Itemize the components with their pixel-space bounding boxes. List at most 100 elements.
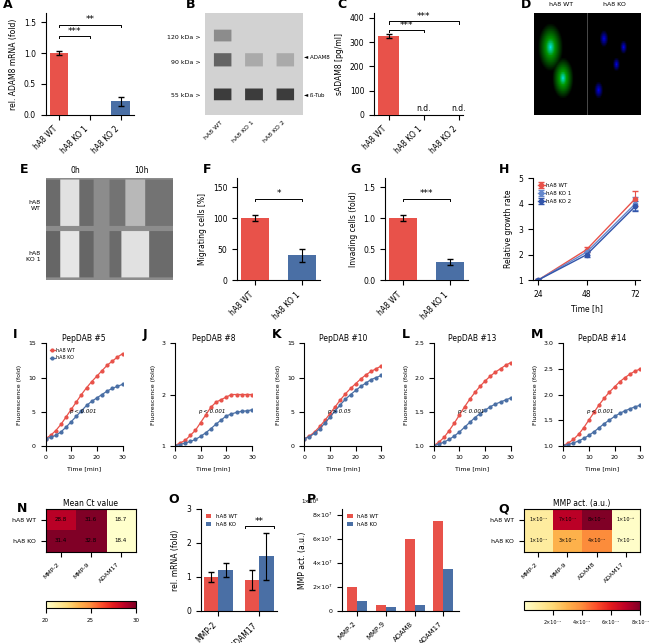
hA8 KO bbox=[507, 394, 515, 402]
hA8 WT bbox=[497, 365, 504, 372]
hA8 WT bbox=[72, 398, 80, 406]
hA8 KO bbox=[181, 439, 189, 447]
hA8 KO bbox=[372, 374, 380, 381]
hA8 KO bbox=[103, 387, 111, 395]
hA8 KO bbox=[83, 401, 90, 409]
hA8 WT bbox=[575, 430, 582, 438]
Text: K: K bbox=[272, 328, 281, 341]
hA8 WT bbox=[507, 359, 515, 367]
Y-axis label: Fluorescence (fold): Fluorescence (fold) bbox=[276, 365, 281, 424]
Text: ***: *** bbox=[68, 26, 81, 35]
hA8 KO bbox=[575, 437, 582, 445]
hA8 KO bbox=[585, 431, 593, 439]
hA8 KO bbox=[243, 407, 251, 415]
hA8 WT bbox=[248, 391, 256, 399]
hA8 WT bbox=[42, 435, 49, 442]
hA8 WT bbox=[430, 442, 437, 449]
Text: D: D bbox=[521, 0, 532, 10]
hA8 KO bbox=[321, 419, 329, 427]
hA8 WT bbox=[62, 413, 70, 421]
Y-axis label: Fluorescence (fold): Fluorescence (fold) bbox=[533, 365, 538, 424]
hA8 KO bbox=[42, 435, 49, 442]
hA8 WT bbox=[57, 421, 65, 428]
Bar bbox=[436, 262, 464, 280]
hA8 WT bbox=[306, 432, 313, 440]
Text: p > 0.05: p > 0.05 bbox=[328, 409, 352, 414]
Y-axis label: Fluorescence (fold): Fluorescence (fold) bbox=[18, 365, 23, 424]
hA8 WT bbox=[435, 439, 443, 446]
Text: ◄ ß-Tub: ◄ ß-Tub bbox=[304, 93, 325, 98]
hA8 KO bbox=[440, 439, 448, 446]
Bar bbox=[415, 605, 424, 611]
Title: Mean Ct value: Mean Ct value bbox=[63, 499, 118, 508]
Title: PepDAB #8: PepDAB #8 bbox=[192, 334, 235, 343]
hA8 KO bbox=[93, 394, 101, 402]
Bar bbox=[245, 580, 259, 611]
hA8 KO bbox=[346, 391, 354, 399]
Text: 3×10⁻⁷: 3×10⁻⁷ bbox=[558, 538, 577, 543]
Text: hA8 WT: hA8 WT bbox=[549, 2, 573, 7]
hA8 WT bbox=[486, 372, 494, 380]
hA8 KO bbox=[610, 413, 618, 421]
X-axis label: Time [min]: Time [min] bbox=[455, 466, 489, 471]
Y-axis label: Migrating cells [%]: Migrating cells [%] bbox=[198, 193, 207, 265]
Bar bbox=[241, 219, 269, 280]
hA8 KO bbox=[332, 407, 339, 415]
hA8 WT bbox=[222, 394, 230, 401]
hA8 KO bbox=[616, 410, 623, 417]
Text: F: F bbox=[202, 163, 211, 176]
hA8 KO bbox=[176, 440, 184, 448]
Bar bbox=[378, 36, 399, 115]
hA8 KO bbox=[207, 425, 215, 433]
hA8 KO bbox=[606, 416, 614, 424]
Legend: hA8 WT, hA8 KO: hA8 WT, hA8 KO bbox=[344, 512, 380, 529]
Text: 7×10⁻⁷: 7×10⁻⁷ bbox=[558, 517, 577, 522]
Bar bbox=[259, 556, 274, 611]
Text: p < 0.001: p < 0.001 bbox=[69, 409, 96, 414]
hA8 WT bbox=[352, 380, 359, 388]
hA8 KO bbox=[357, 383, 365, 390]
hA8 WT bbox=[227, 391, 235, 399]
hA8 WT bbox=[88, 377, 96, 385]
hA8 WT bbox=[93, 372, 101, 380]
Text: 8×10⁻⁷: 8×10⁻⁷ bbox=[588, 517, 606, 522]
hA8 WT bbox=[181, 437, 189, 444]
hA8 KO bbox=[601, 420, 608, 428]
Y-axis label: rel. mRNA (fold): rel. mRNA (fold) bbox=[172, 529, 181, 590]
hA8 KO bbox=[88, 397, 96, 405]
hA8 WT bbox=[481, 377, 489, 385]
Y-axis label: Invading cells (fold): Invading cells (fold) bbox=[348, 192, 358, 267]
Text: ◄ ADAM8: ◄ ADAM8 bbox=[304, 55, 330, 60]
Text: O: O bbox=[168, 493, 179, 507]
Bar bbox=[376, 605, 386, 611]
Line: hA8 WT: hA8 WT bbox=[432, 361, 512, 447]
Text: 10h: 10h bbox=[134, 166, 148, 175]
hA8 WT bbox=[212, 398, 220, 406]
hA8 KO bbox=[171, 442, 179, 449]
hA8 KO bbox=[466, 419, 474, 426]
hA8 KO bbox=[445, 435, 453, 443]
Text: H: H bbox=[499, 163, 509, 176]
hA8 KO bbox=[300, 435, 308, 442]
Bar bbox=[443, 569, 453, 611]
Text: E: E bbox=[20, 163, 29, 176]
Text: n.d.: n.d. bbox=[451, 104, 466, 113]
hA8 KO bbox=[222, 412, 230, 420]
Y-axis label: sADAM8 [pg/ml]: sADAM8 [pg/ml] bbox=[335, 33, 345, 95]
Bar bbox=[49, 53, 68, 115]
hA8 KO bbox=[631, 403, 639, 411]
hA8 WT bbox=[103, 361, 111, 369]
hA8 KO bbox=[187, 438, 194, 446]
hA8 WT bbox=[52, 427, 60, 435]
hA8 WT bbox=[109, 358, 116, 365]
Line: hA8 WT: hA8 WT bbox=[562, 368, 642, 447]
hA8 KO bbox=[212, 421, 220, 428]
hA8 KO bbox=[202, 429, 210, 437]
hA8 KO bbox=[580, 435, 588, 442]
X-axis label: Time [min]: Time [min] bbox=[196, 466, 231, 471]
hA8 KO bbox=[621, 407, 629, 415]
hA8 WT bbox=[233, 391, 240, 399]
hA8 WT bbox=[207, 403, 215, 411]
Text: 4×10⁻⁷: 4×10⁻⁷ bbox=[588, 538, 606, 543]
hA8 KO bbox=[590, 428, 598, 435]
